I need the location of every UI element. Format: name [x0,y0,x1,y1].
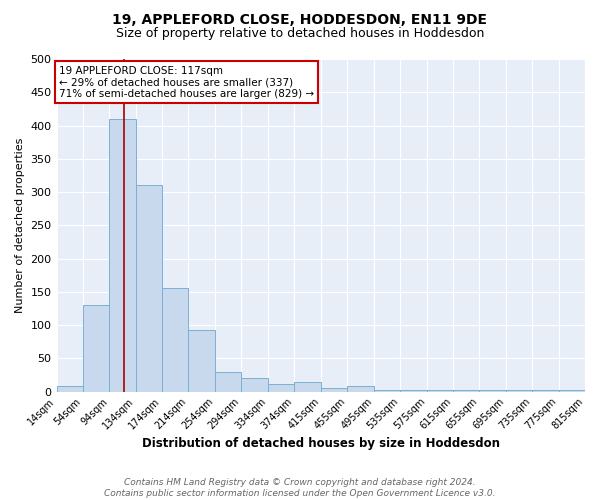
Bar [400,390,427,392]
Bar [321,388,347,392]
Y-axis label: Number of detached properties: Number of detached properties [15,138,25,313]
Bar [506,390,532,392]
Bar [374,390,400,392]
Text: 19, APPLEFORD CLOSE, HODDESDON, EN11 9DE: 19, APPLEFORD CLOSE, HODDESDON, EN11 9DE [113,12,487,26]
Bar [268,384,294,392]
Bar [56,386,83,392]
Bar [347,386,374,392]
Bar [215,372,241,392]
Bar [427,390,453,392]
Bar [162,288,188,392]
Bar [294,382,321,392]
Bar [83,305,109,392]
Text: Size of property relative to detached houses in Hoddesdon: Size of property relative to detached ho… [116,28,484,40]
Bar [188,330,215,392]
Bar [109,119,136,392]
Bar [453,390,479,392]
Bar [479,390,506,392]
Bar [136,186,162,392]
Bar [241,378,268,392]
Bar [559,390,585,392]
Text: Contains HM Land Registry data © Crown copyright and database right 2024.
Contai: Contains HM Land Registry data © Crown c… [104,478,496,498]
Bar [532,390,559,392]
Text: 19 APPLEFORD CLOSE: 117sqm
← 29% of detached houses are smaller (337)
71% of sem: 19 APPLEFORD CLOSE: 117sqm ← 29% of deta… [59,66,314,99]
X-axis label: Distribution of detached houses by size in Hoddesdon: Distribution of detached houses by size … [142,437,500,450]
